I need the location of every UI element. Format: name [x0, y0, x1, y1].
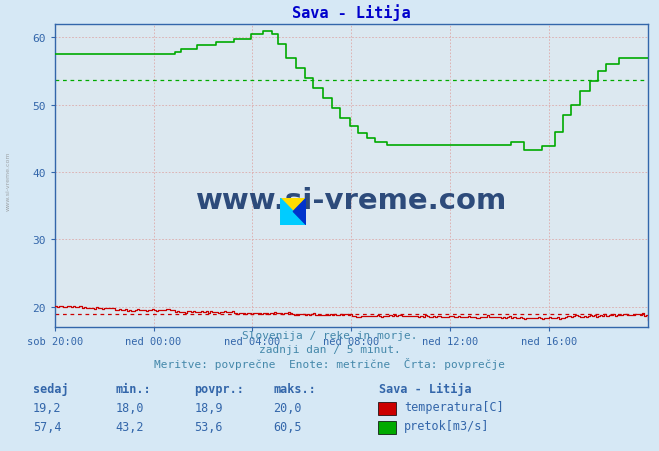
Text: temperatura[C]: temperatura[C] [404, 400, 503, 414]
Polygon shape [280, 198, 306, 226]
Text: maks.:: maks.: [273, 382, 316, 396]
Text: 18,9: 18,9 [194, 401, 223, 414]
Text: Meritve: povprečne  Enote: metrične  Črta: povprečje: Meritve: povprečne Enote: metrične Črta:… [154, 357, 505, 369]
Text: 60,5: 60,5 [273, 420, 302, 433]
Polygon shape [293, 198, 306, 226]
Title: Sava - Litija: Sava - Litija [292, 4, 411, 21]
Text: min.:: min.: [115, 382, 151, 396]
Text: sedaj: sedaj [33, 382, 69, 396]
Text: www.si-vreme.com: www.si-vreme.com [196, 186, 507, 214]
Text: www.si-vreme.com: www.si-vreme.com [5, 151, 11, 210]
Text: Sava - Litija: Sava - Litija [379, 382, 472, 396]
Text: pretok[m3/s]: pretok[m3/s] [404, 419, 490, 433]
Text: 19,2: 19,2 [33, 401, 61, 414]
Text: 53,6: 53,6 [194, 420, 223, 433]
Text: 18,0: 18,0 [115, 401, 144, 414]
Text: povpr.:: povpr.: [194, 382, 244, 396]
Text: 57,4: 57,4 [33, 420, 61, 433]
Text: 43,2: 43,2 [115, 420, 144, 433]
Text: 20,0: 20,0 [273, 401, 302, 414]
Polygon shape [280, 198, 306, 226]
Text: Slovenija / reke in morje.: Slovenija / reke in morje. [242, 330, 417, 340]
Text: zadnji dan / 5 minut.: zadnji dan / 5 minut. [258, 345, 401, 354]
